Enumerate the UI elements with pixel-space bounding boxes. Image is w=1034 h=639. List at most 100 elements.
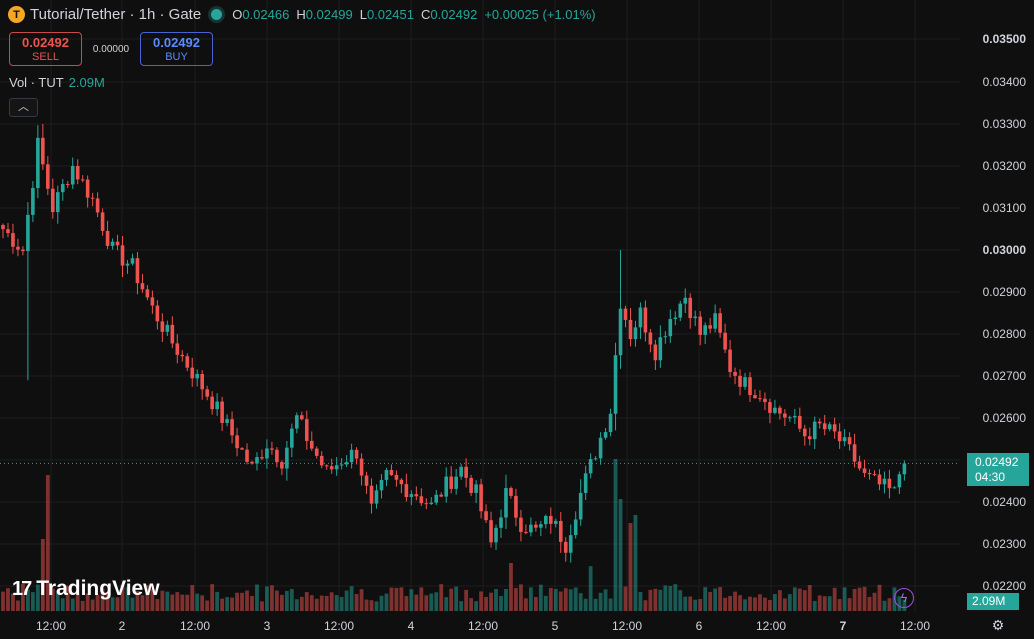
symbol-title[interactable]: Tutorial/Tether · 1h · Gate: [30, 6, 202, 23]
volume-bar: [658, 589, 663, 611]
candle-body: [419, 496, 424, 504]
volume-bar: [185, 594, 190, 611]
volume-bar: [6, 588, 10, 611]
volume-bar: [718, 587, 723, 611]
candle-body: [842, 437, 847, 442]
volume-bar: [155, 599, 160, 611]
candle-body: [549, 516, 553, 524]
volume-bar: [882, 600, 887, 611]
volume-bar: [713, 588, 718, 611]
candle-body: [628, 319, 633, 340]
candle-body: [255, 457, 259, 464]
tradingview-logo[interactable]: 17 TradingView: [12, 577, 160, 601]
volume-bar: [528, 587, 533, 611]
candle-body: [847, 437, 852, 445]
volume-bar: [279, 594, 284, 611]
volume-bar: [533, 597, 538, 611]
volume-bar: [499, 596, 503, 611]
time-axis-label: 6: [695, 619, 703, 633]
volume-bar: [130, 597, 135, 611]
volume-bar: [867, 596, 872, 611]
candle-body: [210, 396, 214, 410]
volume-bar: [195, 593, 200, 611]
candle-body: [718, 313, 722, 333]
market-status-icon[interactable]: [211, 9, 223, 20]
volume-bar: [349, 586, 354, 611]
candle-body: [344, 462, 349, 465]
candle-body: [75, 166, 80, 180]
volume-bar: [414, 594, 419, 611]
volume-bar: [777, 590, 782, 611]
sell-button[interactable]: 0.02492 SELL: [9, 32, 82, 66]
candle-body: [544, 516, 548, 525]
volume-bar: [100, 588, 105, 611]
candle-body: [778, 407, 782, 414]
candle-body: [275, 449, 279, 463]
price-axis-label: 0.02300: [982, 537, 1026, 551]
collapse-legend-button[interactable]: ︿: [9, 98, 38, 117]
candle-body: [583, 473, 588, 493]
candle-body: [300, 415, 304, 420]
volume-bar: [558, 591, 563, 611]
volume-bar: [170, 594, 175, 611]
volume-bar: [40, 539, 45, 611]
volume-bar: [514, 588, 518, 611]
candle-body: [220, 401, 224, 423]
volume-bar: [304, 592, 309, 611]
tradingview-wordmark: TradingView: [36, 577, 160, 600]
candle-body: [270, 448, 274, 450]
candle-body: [250, 461, 254, 464]
price-axis-label: 0.03000: [982, 243, 1026, 257]
candle-body: [593, 458, 598, 460]
chevron-up-icon: ︿: [18, 101, 29, 113]
volume-bar: [105, 591, 110, 611]
candle-body: [160, 321, 165, 332]
current-price-value: 0.02492: [975, 455, 1019, 469]
volume-bar: [598, 592, 603, 611]
candle-body: [414, 494, 419, 497]
gear-icon[interactable]: ⚙: [991, 617, 1005, 633]
candle-body: [319, 455, 324, 466]
candle-body: [693, 316, 698, 319]
volume-bar: [21, 583, 25, 611]
volume-bar: [578, 593, 583, 611]
candle-body: [788, 417, 792, 419]
candle-body: [494, 527, 498, 543]
candle-body: [6, 229, 10, 234]
candle-body: [21, 249, 25, 252]
candle-body: [852, 444, 857, 462]
buy-button[interactable]: 0.02492 BUY: [140, 32, 213, 66]
volume-bar: [190, 585, 195, 611]
volume-bar: [653, 588, 658, 611]
candle-body: [26, 214, 30, 252]
volume-bar: [548, 588, 553, 611]
volume-legend[interactable]: Vol · TUT 2.09M: [9, 75, 105, 90]
candle-body: [618, 308, 623, 356]
volume-bar: [165, 591, 170, 611]
candle-body: [394, 474, 399, 480]
price-axis-label: 0.03200: [982, 159, 1026, 173]
volume-bar: [857, 587, 862, 611]
candle-body: [464, 466, 468, 478]
volume-bar: [230, 597, 234, 611]
lightning-icon[interactable]: ϟ: [894, 588, 914, 608]
volume-bar: [618, 499, 623, 611]
volume-bar: [484, 596, 488, 611]
candle-body: [673, 317, 678, 320]
volume-bar: [394, 587, 399, 611]
volume-bar: [489, 592, 493, 611]
candle-body: [539, 524, 543, 528]
candle-body: [135, 258, 140, 284]
candle-body: [304, 419, 309, 441]
candle-body: [753, 395, 757, 399]
volume-bar: [45, 475, 50, 611]
price-axis-label: 0.03400: [982, 75, 1026, 89]
volume-bar: [877, 584, 882, 611]
volume-bar: [50, 588, 55, 611]
candle-body: [180, 354, 185, 357]
candle-body: [354, 449, 359, 459]
volume-bar: [708, 591, 713, 611]
volume-bar: [289, 588, 294, 611]
candle-body: [837, 431, 842, 442]
